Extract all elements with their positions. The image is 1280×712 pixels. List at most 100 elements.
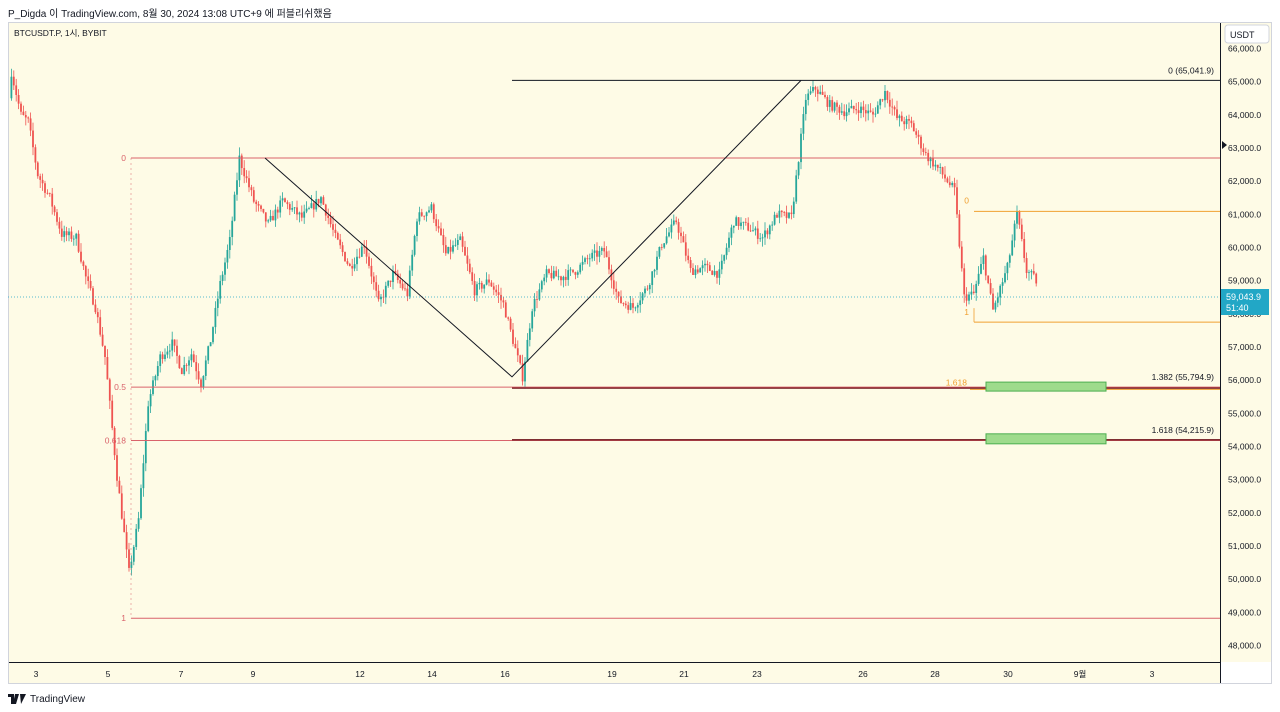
- candle-body: [1020, 224, 1023, 239]
- candle-body: [658, 246, 661, 257]
- candle-body: [377, 290, 380, 300]
- fib-level-label: 0.618: [105, 435, 127, 445]
- candle-body: [862, 106, 865, 111]
- candle-body: [672, 220, 675, 225]
- time-tick-label: 9월: [1074, 669, 1087, 679]
- candle-body: [996, 297, 999, 303]
- candle-body: [874, 113, 877, 115]
- candle-body: [936, 164, 939, 168]
- candle-body: [468, 263, 471, 273]
- scroll-marker-icon[interactable]: [1222, 141, 1227, 149]
- price-scale-background[interactable]: [1220, 22, 1272, 662]
- time-tick-label: 3: [1150, 669, 1155, 679]
- candle-body: [36, 162, 39, 177]
- candle-body: [380, 296, 382, 300]
- fib-ext-label: 1.618: [946, 377, 968, 387]
- candle-body: [108, 379, 111, 401]
- candle-body: [1030, 271, 1033, 273]
- candle-body: [142, 463, 145, 489]
- candle-body: [915, 131, 918, 135]
- candle-body: [483, 284, 486, 289]
- currency-button-box[interactable]: [1224, 24, 1270, 44]
- currency-button-label[interactable]: USDT: [1230, 30, 1255, 40]
- candle-body: [764, 230, 766, 238]
- candle-body: [1018, 211, 1021, 225]
- currency-button[interactable]: USDT: [1224, 24, 1270, 44]
- candle-body: [898, 115, 901, 119]
- candle-body: [929, 157, 932, 162]
- candle-body: [428, 210, 430, 213]
- candle-body: [788, 212, 790, 218]
- candle-body: [452, 245, 454, 252]
- candle-body: [461, 236, 464, 247]
- candle-body: [754, 228, 757, 231]
- candle-body: [963, 268, 966, 295]
- candle-body: [627, 305, 630, 310]
- candle-body: [77, 233, 80, 252]
- candle-body: [905, 118, 908, 125]
- candle-body: [99, 317, 102, 335]
- candle-body: [992, 293, 994, 310]
- price-tick-label: 56,000.0: [1228, 375, 1261, 385]
- candle-body: [668, 232, 670, 237]
- candle-body: [365, 247, 368, 257]
- candle-body: [495, 289, 498, 293]
- candle-body: [776, 214, 778, 218]
- candle-body: [260, 205, 262, 209]
- candle-body: [723, 255, 726, 261]
- candle-body: [744, 221, 747, 223]
- price-tick-label: 60,000.0: [1228, 242, 1261, 252]
- tradingview-logo[interactable]: TradingView: [8, 692, 85, 706]
- candle-body: [17, 94, 20, 104]
- chart-frame: [8, 22, 1272, 684]
- candle-body: [617, 291, 620, 297]
- candle-body: [872, 111, 874, 115]
- price-tick-label: 51,000.0: [1228, 541, 1261, 551]
- candle-body: [411, 254, 414, 271]
- candle-body: [164, 354, 166, 359]
- candle-body: [56, 212, 58, 222]
- candle-body: [816, 89, 819, 94]
- candle-body: [125, 532, 128, 550]
- candle-body: [149, 394, 152, 407]
- candle-body: [113, 427, 116, 456]
- candle-body: [416, 221, 418, 237]
- candle-body: [896, 109, 898, 119]
- time-scale-background[interactable]: [8, 662, 1220, 684]
- candle-body: [548, 269, 550, 273]
- candle-body: [579, 264, 582, 273]
- candle-body: [449, 246, 452, 252]
- candle-body: [756, 228, 759, 239]
- candle-body: [749, 230, 752, 232]
- candle-body: [238, 155, 241, 181]
- candle-body: [644, 288, 646, 294]
- candle-body: [154, 376, 157, 381]
- candle-body: [32, 130, 34, 148]
- candle-body: [675, 220, 678, 223]
- time-tick-label: 14: [427, 669, 437, 679]
- candle-body: [183, 364, 186, 375]
- candle-body: [332, 224, 334, 230]
- candle-body: [51, 193, 54, 207]
- candle-body: [135, 528, 138, 547]
- candle-body: [226, 249, 229, 263]
- candle-body: [281, 198, 284, 201]
- candle-body: [310, 203, 313, 209]
- candle-body: [927, 152, 930, 162]
- candle-body: [392, 270, 394, 283]
- candle-body: [512, 329, 514, 344]
- candle-body: [20, 103, 22, 112]
- fib-level-label: 0: [121, 153, 126, 163]
- candle-body: [651, 271, 654, 286]
- candle-body: [826, 97, 829, 107]
- candle-body: [852, 105, 855, 110]
- candle-body: [596, 250, 598, 257]
- candle-body: [836, 102, 838, 107]
- candle-body: [869, 110, 872, 112]
- candle-body: [276, 209, 279, 213]
- candle-body: [504, 302, 507, 318]
- candle-body: [958, 214, 961, 247]
- candle-body: [320, 197, 322, 204]
- candle-body: [540, 281, 543, 290]
